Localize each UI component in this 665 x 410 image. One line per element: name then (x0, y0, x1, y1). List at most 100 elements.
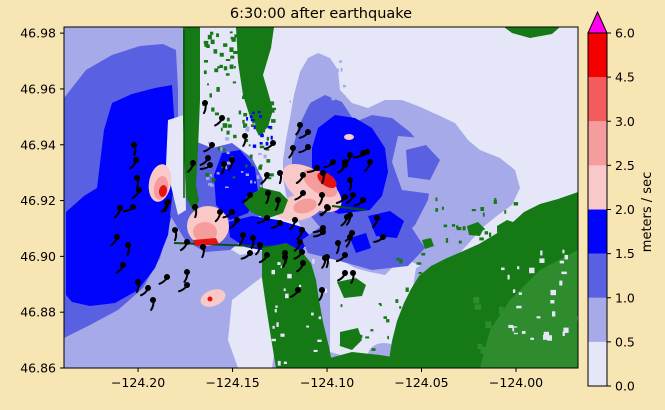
drifter-marker (158, 274, 170, 285)
drifter-marker (200, 244, 206, 259)
plot-title: 6:30:00 after earthquake (230, 6, 412, 22)
drifter-marker (150, 297, 156, 311)
terrain-speckle (257, 111, 261, 113)
terrain-speckle (462, 226, 466, 231)
terrain-speckle (393, 351, 398, 356)
land-region (467, 222, 484, 236)
drifter-marker (203, 142, 215, 153)
terrain-speckle (421, 252, 426, 256)
drifter-marker (222, 209, 235, 219)
terrain-speckle (493, 199, 497, 204)
terrain-speckle (501, 267, 505, 271)
drifter-marker (318, 192, 325, 206)
terrain-speckle (226, 117, 230, 122)
drifter-marker (344, 230, 355, 242)
drifter-marker (257, 215, 270, 224)
land-region (183, 27, 200, 212)
terrain-speckle (516, 305, 522, 309)
land-region (480, 250, 578, 368)
terrain-speckle (229, 47, 234, 52)
terrain-speckle (563, 292, 569, 297)
drifter-marker (277, 170, 283, 185)
terrain-speckle (204, 43, 209, 47)
terrain-speckle (399, 258, 403, 264)
terrain-speckle (250, 95, 255, 100)
terrain-speckle (242, 96, 245, 99)
drifter-marker (129, 157, 139, 170)
y-tick-label: 46.96 (20, 81, 56, 96)
terrain-speckle (482, 212, 485, 217)
terrain-speckle (340, 99, 345, 102)
drifter-marker (294, 190, 306, 201)
terrain-speckle (421, 351, 424, 355)
drifter-marker (241, 192, 253, 204)
terrain-speckle (409, 328, 411, 333)
terrain-speckle (229, 31, 233, 34)
terrain-speckle (340, 67, 343, 72)
terrain-speckle (249, 154, 253, 159)
terrain-speckle (213, 178, 216, 181)
terrain-speckle (418, 272, 422, 275)
drifter-marker (260, 172, 270, 185)
drifter-marker (306, 165, 320, 173)
terrain-speckle (241, 171, 244, 173)
terrain-speckle (505, 359, 512, 367)
terrain-speckle (443, 224, 448, 228)
terrain-speckle (223, 43, 228, 47)
drifter-marker (298, 129, 311, 139)
terrain-speckle (280, 333, 285, 337)
colorbar-tick-label: 2.5 (615, 158, 635, 173)
terrain-speckle (445, 238, 449, 243)
terrain-speckle (317, 339, 322, 342)
terrain-speckle (262, 128, 266, 133)
drifter-marker (110, 234, 120, 247)
terrain-speckle (272, 325, 275, 329)
land-region (262, 243, 333, 368)
terrain-speckle (267, 125, 272, 129)
drifter-marker (274, 197, 281, 211)
plot-border (63, 26, 579, 369)
terrain-speckle (562, 331, 565, 336)
drifter-marker (139, 285, 151, 297)
terrain-speckle (210, 39, 215, 45)
terrain-speckle (246, 117, 249, 121)
terrain-speckle (480, 347, 486, 354)
terrain-speckle (252, 111, 255, 114)
terrain-speckle (225, 165, 228, 170)
colorbar-segment (588, 121, 607, 166)
colorbar-tick-label: 6.0 (615, 26, 635, 41)
terrain-speckle (552, 311, 556, 317)
terrain-speckle (208, 183, 213, 186)
terrain-speckle (258, 152, 262, 155)
terrain-speckle (555, 347, 563, 352)
terrain-speckle (258, 103, 261, 106)
terrain-speckle (210, 31, 214, 35)
terrain-speckle (477, 343, 483, 349)
terrain-speckle (311, 312, 314, 316)
terrain-speckle (499, 306, 504, 314)
terrain-speckle (233, 134, 237, 139)
terrain-speckle (217, 66, 220, 69)
drifter-marker (238, 232, 246, 246)
drifter-marker (125, 242, 131, 257)
terrain-speckle (519, 233, 525, 236)
terrain-speckle (379, 303, 382, 307)
terrain-speckle (343, 338, 345, 341)
terrain-speckle (386, 319, 390, 323)
terrain-speckle (229, 64, 234, 69)
terrain-speckle (484, 231, 489, 235)
terrain-speckle (250, 119, 255, 122)
terrain-speckle (243, 123, 248, 128)
terrain-speckle (250, 124, 254, 127)
terrain-speckle (453, 270, 458, 273)
terrain-speckle (207, 83, 209, 86)
terrain-speckle (543, 334, 549, 340)
terrain-speckle (414, 350, 418, 355)
terrain-speckle (415, 310, 418, 315)
water-speed-region (406, 145, 440, 180)
terrain-speckle (271, 338, 276, 342)
terrain-speckle (266, 159, 271, 163)
terrain-speckle (521, 331, 526, 334)
x-tick-label: −124.10 (300, 375, 354, 390)
terrain-speckle (243, 113, 248, 117)
